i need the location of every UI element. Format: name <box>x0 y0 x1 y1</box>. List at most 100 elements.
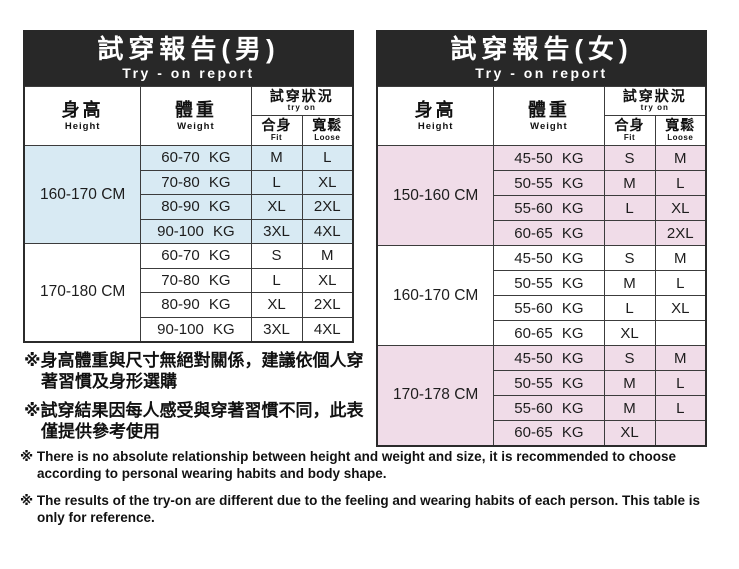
fit-cell: L <box>603 195 656 221</box>
women-size-table: 身高 Height 體重 Weight 試穿狀況 try on 合身 <box>376 86 707 447</box>
height-column-header: 身高 Height <box>376 86 495 146</box>
weight-cell: 45-50 KG <box>493 245 605 271</box>
loose-label-zh: 寬鬆 <box>665 117 696 134</box>
loose-cell: 2XL <box>654 220 707 246</box>
weight-label-zh: 體重 <box>527 99 570 120</box>
loose-cell: L <box>654 170 707 196</box>
note-en-1: ※ There is no absolute relationship betw… <box>20 449 676 482</box>
men-try-on-table: 試穿報告(男) Try - on report 身高 Height 體重 Wei… <box>23 30 354 343</box>
women-column-headers: 身高 Height 體重 Weight 試穿狀況 try on 合身 <box>376 86 707 146</box>
loose-label-en: Loose <box>667 132 694 142</box>
fit-label-zh: 合身 <box>614 117 645 134</box>
loose-cell: XL <box>654 295 707 321</box>
loose-cell: XL <box>654 195 707 221</box>
table-row: 160-170 CM 60-70 KG M L <box>23 145 354 244</box>
loose-cell: M <box>654 145 707 171</box>
tryon-label-en: try on <box>640 103 669 113</box>
table-row: 170-178 CM 45-50 KG S M <box>376 345 707 446</box>
height-range-cell: 160-170 CM <box>376 245 495 346</box>
weight-cell: 60-70 KG <box>140 145 252 171</box>
height-range-cell: 150-160 CM <box>376 145 495 246</box>
note-zh-2: ※試穿結果因每人感受與穿著習慣不同，此表僅提供參考使用 <box>24 400 364 442</box>
table-row: 55-60 KG L XL <box>377 195 707 221</box>
fit-cell: XL <box>250 194 303 220</box>
height-label-zh: 身高 <box>61 99 104 120</box>
weight-label-en: Weight <box>530 120 568 132</box>
loose-cell: 2XL <box>301 194 354 220</box>
weight-cell: 70-80 KG <box>140 169 252 195</box>
height-label-en: Height <box>417 120 454 132</box>
loose-cell: M <box>301 243 354 269</box>
weight-cell: 55-60 KG <box>493 395 605 421</box>
weight-cell: 50-55 KG <box>493 270 605 296</box>
weight-cell: 80-90 KG <box>140 194 252 220</box>
height-range-cell: 170-180 CM <box>23 243 142 342</box>
table-row: 55-60 KG M L <box>377 395 707 421</box>
women-table-header-bar: 試穿報告(女) Try - on report <box>376 30 707 86</box>
table-row: 50-55 KG M L <box>377 170 707 196</box>
women-try-on-table: 試穿報告(女) Try - on report 身高 Height 體重 Wei… <box>376 30 707 447</box>
table-row: 150-160 CM 45-50 KG S M <box>376 145 707 246</box>
height-label-zh: 身高 <box>414 99 457 120</box>
tryon-label-zh: 試穿狀況 <box>269 87 334 104</box>
loose-cell: L <box>301 145 354 171</box>
loose-cell: M <box>654 345 707 371</box>
men-table-header-bar: 試穿報告(男) Try - on report <box>23 30 354 86</box>
women-table-body: 150-160 CM 45-50 KG S M 50-55 KG M L 55-60 KG L X… <box>376 145 707 446</box>
fit-label-en: Fit <box>623 132 636 142</box>
women-table-subtitle: Try - on report <box>475 64 608 81</box>
tryon-label-zh: 試穿狀況 <box>622 87 687 104</box>
note-en-2: ※ The results of the try-on are differen… <box>20 492 700 525</box>
men-column-headers: 身高 Height 體重 Weight 試穿狀況 try on 合身 <box>23 86 354 146</box>
fit-cell: S <box>603 245 656 271</box>
height-range-cell: 160-170 CM <box>23 145 142 244</box>
men-size-table: 身高 Height 體重 Weight 試穿狀況 try on 合身 <box>23 86 354 343</box>
tryon-label-en: try on <box>287 103 316 113</box>
weight-column-header: 體重 Weight <box>493 86 605 146</box>
weight-cell: 50-55 KG <box>493 370 605 396</box>
loose-cell: XL <box>301 169 354 195</box>
fit-cell: L <box>250 267 303 293</box>
height-column-header: 身高 Height <box>23 86 142 146</box>
fit-cell: 3XL <box>250 316 303 342</box>
fit-cell: L <box>603 295 656 321</box>
loose-cell: L <box>654 395 707 421</box>
weight-cell: 60-70 KG <box>140 243 252 269</box>
weight-cell: 60-65 KG <box>493 420 605 446</box>
loose-cell: 2XL <box>301 292 354 318</box>
fit-cell: S <box>603 145 656 171</box>
weight-cell: 45-50 KG <box>493 145 605 171</box>
loose-cell <box>654 420 707 446</box>
weight-cell: 55-60 KG <box>493 195 605 221</box>
fit-column-header: 合身 Fit <box>250 115 303 146</box>
weight-cell: 80-90 KG <box>140 292 252 318</box>
weight-cell: 70-80 KG <box>140 267 252 293</box>
table-row: 80-90 KG XL 2XL <box>24 194 354 220</box>
weight-cell: 60-65 KG <box>493 320 605 346</box>
chinese-notes: ※身高體重與尺寸無絕對關係，建議依個人穿著習慣及身形選購 ※試穿結果因每人感受與… <box>24 350 376 450</box>
table-row: 60-65 KG XL <box>377 320 707 346</box>
women-table-title: 試穿報告(女) <box>450 34 633 65</box>
fit-cell: M <box>603 270 656 296</box>
height-label-en: Height <box>64 120 101 132</box>
loose-cell: M <box>654 245 707 271</box>
weight-cell: 50-55 KG <box>493 170 605 196</box>
table-row: 170-180 CM 60-70 KG S M <box>23 243 354 342</box>
loose-cell: L <box>654 370 707 396</box>
weight-cell: 90-100 KG <box>140 218 252 244</box>
loose-cell: 4XL <box>301 218 354 244</box>
fit-label-en: Fit <box>270 132 283 142</box>
table-row: 60-65 KG 2XL <box>377 220 707 246</box>
fit-label-zh: 合身 <box>261 117 292 134</box>
weight-cell: 55-60 KG <box>493 295 605 321</box>
fit-cell: XL <box>250 292 303 318</box>
weight-label-zh: 體重 <box>174 99 217 120</box>
weight-cell: 60-65 KG <box>493 220 605 246</box>
loose-cell: XL <box>301 267 354 293</box>
table-row: 160-170 CM 45-50 KG S M <box>376 245 707 346</box>
table-row: 50-55 KG M L <box>377 370 707 396</box>
tryon-column-header: 試穿狀況 try on <box>603 86 707 116</box>
loose-cell: 4XL <box>301 316 354 342</box>
fit-cell: S <box>250 243 303 269</box>
fit-cell <box>603 220 656 246</box>
